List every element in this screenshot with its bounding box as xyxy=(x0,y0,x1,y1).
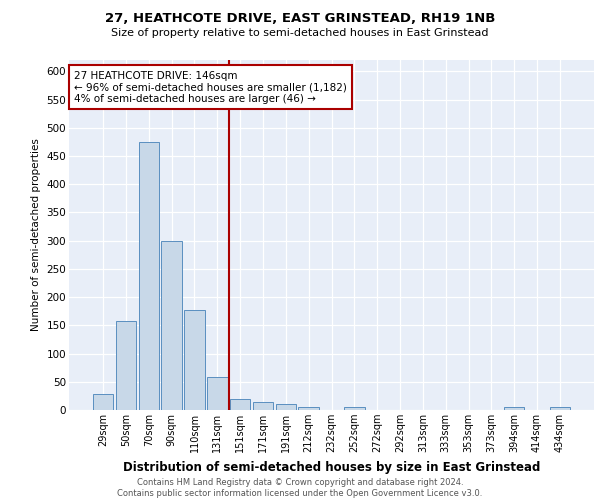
Text: Contains HM Land Registry data © Crown copyright and database right 2024.
Contai: Contains HM Land Registry data © Crown c… xyxy=(118,478,482,498)
Text: 27, HEATHCOTE DRIVE, EAST GRINSTEAD, RH19 1NB: 27, HEATHCOTE DRIVE, EAST GRINSTEAD, RH1… xyxy=(105,12,495,26)
Bar xyxy=(344,406,365,410)
Bar xyxy=(93,394,113,410)
Bar xyxy=(116,322,136,410)
Bar xyxy=(275,404,296,410)
Text: Size of property relative to semi-detached houses in East Grinstead: Size of property relative to semi-detach… xyxy=(111,28,489,38)
Bar xyxy=(230,398,250,410)
Bar xyxy=(139,142,159,410)
Bar xyxy=(161,241,182,410)
Bar xyxy=(207,376,227,410)
Bar xyxy=(253,402,273,410)
Bar xyxy=(184,310,205,410)
X-axis label: Distribution of semi-detached houses by size in East Grinstead: Distribution of semi-detached houses by … xyxy=(123,460,540,473)
Bar xyxy=(298,407,319,410)
Bar xyxy=(550,407,570,410)
Text: 27 HEATHCOTE DRIVE: 146sqm
← 96% of semi-detached houses are smaller (1,182)
4% : 27 HEATHCOTE DRIVE: 146sqm ← 96% of semi… xyxy=(74,70,347,104)
Bar xyxy=(504,407,524,410)
Y-axis label: Number of semi-detached properties: Number of semi-detached properties xyxy=(31,138,41,332)
